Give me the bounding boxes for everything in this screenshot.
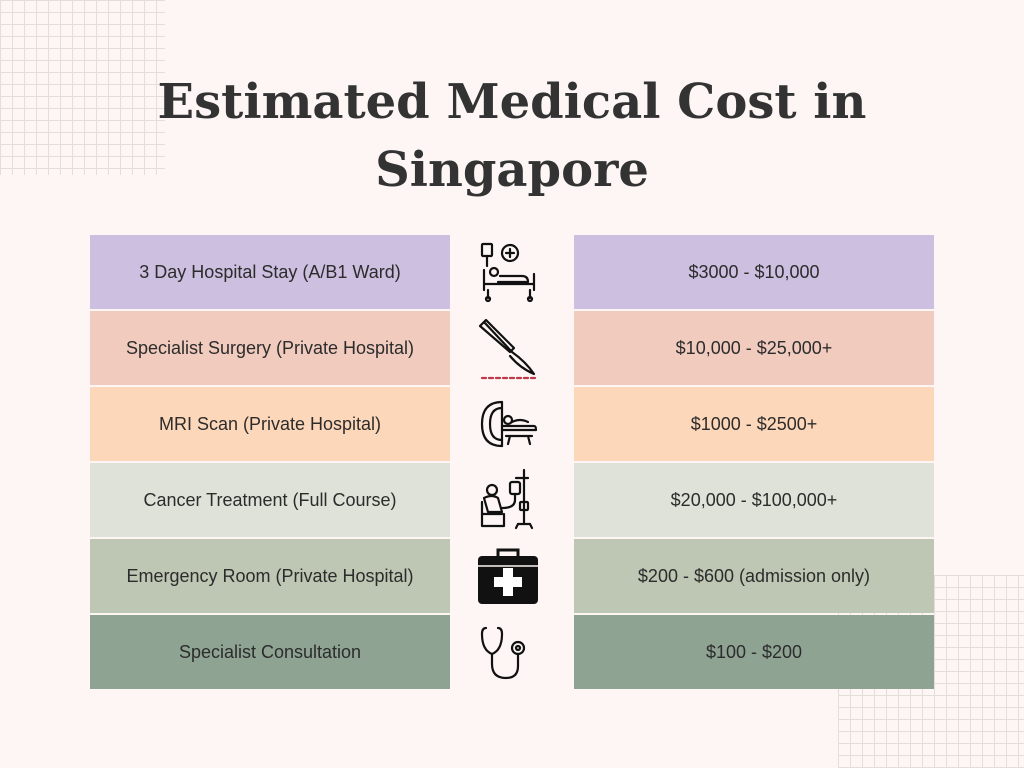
cost-item-label: Cancer Treatment (Full Course) [90,463,450,537]
grid-decoration-top-left [0,0,165,175]
chemotherapy-patient-icon [474,465,542,535]
scalpel-icon [474,313,542,383]
cost-item-label: MRI Scan (Private Hospital) [90,387,450,461]
mri-scanner-icon [474,389,542,459]
title-line-2: Singapore [375,142,649,198]
cost-item-price: $200 - $600 (admission only) [574,539,934,613]
title-line-1: Estimated Medical Cost in [157,74,867,130]
cost-item-price: $100 - $200 [574,615,934,689]
cost-item-price: $1000 - $2500+ [574,387,934,461]
cost-item-price: $3000 - $10,000 [574,235,934,309]
page-title: Estimated Medical Cost in Singapore [0,68,1024,204]
cost-item-price: $20,000 - $100,000+ [574,463,934,537]
first-aid-kit-icon [474,541,542,611]
cost-item-price: $10,000 - $25,000+ [574,311,934,385]
cost-item-label: Emergency Room (Private Hospital) [90,539,450,613]
stethoscope-icon [474,617,542,687]
cost-item-label: 3 Day Hospital Stay (A/B1 Ward) [90,235,450,309]
cost-item-label: Specialist Consultation [90,615,450,689]
cost-item-label: Specialist Surgery (Private Hospital) [90,311,450,385]
hospital-bed-icon [474,237,542,307]
